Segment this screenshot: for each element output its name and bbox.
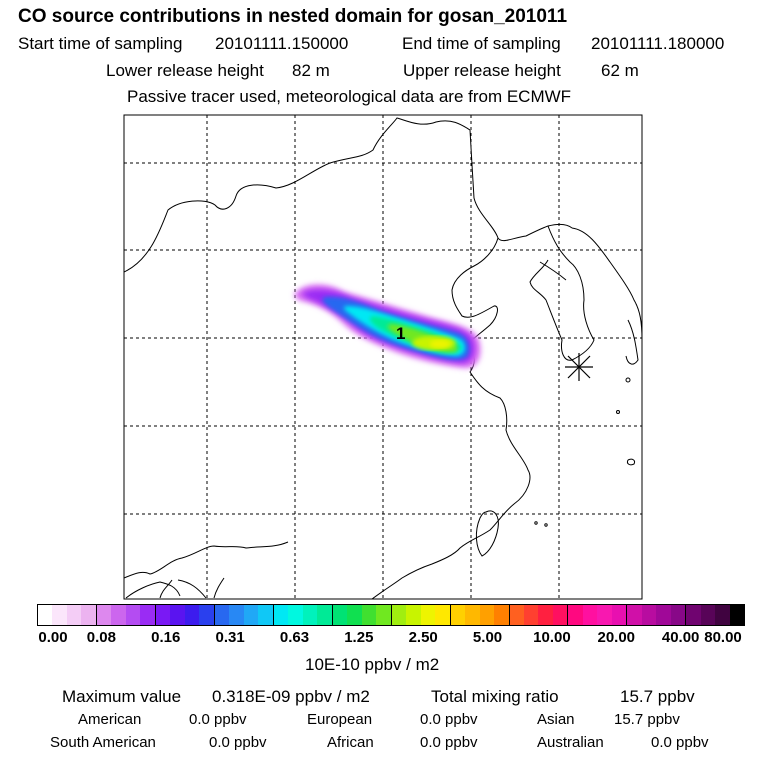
colorbar-swatch xyxy=(214,605,230,625)
colorbar-swatch xyxy=(641,605,657,625)
colorbar-swatch xyxy=(66,605,82,625)
region-value: 0.0 ppbv xyxy=(651,734,709,751)
colorbar-swatch xyxy=(552,605,569,625)
colorbar-tick-label: 5.00 xyxy=(472,629,503,646)
colorbar-swatch xyxy=(125,605,141,625)
colorbar-swatch xyxy=(406,605,421,625)
colorbar-tick-label: 2.50 xyxy=(408,629,438,646)
colorbar-swatch xyxy=(361,605,377,625)
colorbar-swatch xyxy=(479,605,495,625)
colorbar-tick-label: 0.00 xyxy=(38,629,68,646)
region-name: European xyxy=(307,711,373,728)
colorbar-swatch xyxy=(729,605,745,625)
colorbar-tick-label: 0.08 xyxy=(86,629,116,646)
region-value: 0.0 ppbv xyxy=(189,711,247,728)
colorbar-swatch xyxy=(96,605,112,625)
colorbar-tick-label: 0.31 xyxy=(215,629,245,646)
colorbar-swatch xyxy=(199,605,215,625)
colorbar-swatch xyxy=(494,605,510,625)
region-value: 0.0 ppbv xyxy=(420,711,478,728)
upper-height-value: 62 m xyxy=(601,61,639,80)
plot-title: CO source contributions in nested domain… xyxy=(18,6,568,27)
upper-height-label: Upper release height xyxy=(403,61,561,80)
colorbar-swatch xyxy=(243,605,259,625)
start-time-label: Start time of sampling xyxy=(18,34,183,53)
colorbar-swatch xyxy=(597,605,612,625)
region-name: African xyxy=(327,734,374,751)
start-time-value: 20101111.150000 xyxy=(215,34,349,53)
colorbar-swatch xyxy=(273,605,289,625)
colorbar-tick-label: 0.63 xyxy=(279,629,310,646)
region-value: 0.0 ppbv xyxy=(420,734,478,751)
colorbar-swatch xyxy=(686,605,701,625)
lower-height-label: Lower release height xyxy=(106,61,264,80)
colorbar-swatch xyxy=(656,605,671,625)
colorbar-swatch xyxy=(538,605,553,625)
colorbar-swatch xyxy=(111,605,126,625)
tracer-note: Passive tracer used, meteorological data… xyxy=(127,87,572,106)
colorbar-swatch xyxy=(229,605,244,625)
colorbar-tick-label: 40.00 xyxy=(661,629,700,646)
region-name: Australian xyxy=(537,734,604,751)
colorbar-swatch xyxy=(155,605,171,625)
region-name: Asian xyxy=(537,711,575,728)
end-time-label: End time of sampling xyxy=(402,34,561,53)
region-name: South American xyxy=(50,734,156,751)
receptor-star-icon xyxy=(565,353,593,381)
region-value: 15.7 ppbv xyxy=(614,711,680,728)
colorbar-unit: 10E-10 ppbv / m2 xyxy=(305,655,440,674)
total-mixing-value: 15.7 ppbv xyxy=(620,687,695,706)
colorbar-swatch xyxy=(465,605,480,625)
colorbar-swatch xyxy=(435,605,451,625)
colorbar-swatch xyxy=(391,605,407,625)
colorbar-swatch xyxy=(509,605,524,625)
colorbar-swatch xyxy=(38,605,53,625)
colorbar-swatch xyxy=(170,605,185,625)
colorbar-tick-label: 1.25 xyxy=(344,629,374,646)
colorbar-swatch xyxy=(582,605,598,625)
colorbar-tick-label: 10.00 xyxy=(533,629,571,646)
colorbar-swatch xyxy=(347,605,362,625)
end-time-value: 20101111.180000 xyxy=(591,34,725,53)
colorbar-swatch xyxy=(332,605,348,625)
colorbar-swatch xyxy=(670,605,687,625)
tracer-plume xyxy=(294,284,481,368)
colorbar-swatch xyxy=(700,605,716,625)
colorbar-tick-label: 80.00 xyxy=(704,629,742,646)
max-value: 0.318E-09 ppbv / m2 xyxy=(212,687,370,706)
colorbar-swatch xyxy=(611,605,628,625)
max-value-label: Maximum value xyxy=(62,687,182,706)
colorbar-swatch xyxy=(140,605,156,625)
colorbar xyxy=(37,604,745,626)
colorbar-swatch xyxy=(317,605,333,625)
total-mixing-label: Total mixing ratio xyxy=(431,687,559,706)
colorbar-swatch xyxy=(523,605,539,625)
colorbar-swatch xyxy=(568,605,583,625)
colorbar-swatch xyxy=(302,605,318,625)
lower-height-value: 82 m xyxy=(292,61,330,80)
colorbar-tick-label: 20.00 xyxy=(597,629,636,646)
plume-label: 1 xyxy=(396,324,405,343)
region-value: 0.0 ppbv xyxy=(209,734,267,751)
colorbar-swatch xyxy=(450,605,466,625)
colorbar-swatch xyxy=(715,605,730,625)
coastline-borders xyxy=(124,117,642,599)
map-frame xyxy=(123,114,643,600)
colorbar-swatch xyxy=(52,605,67,625)
region-name: American xyxy=(78,711,142,728)
colorbar-swatch xyxy=(258,605,274,625)
colorbar-swatch xyxy=(184,605,200,625)
colorbar-swatch xyxy=(627,605,642,625)
colorbar-swatch xyxy=(288,605,303,625)
colorbar-tick-label: 0.16 xyxy=(151,629,181,646)
colorbar-swatch xyxy=(376,605,392,625)
colorbar-swatch xyxy=(81,605,97,625)
colorbar-swatch xyxy=(420,605,436,625)
